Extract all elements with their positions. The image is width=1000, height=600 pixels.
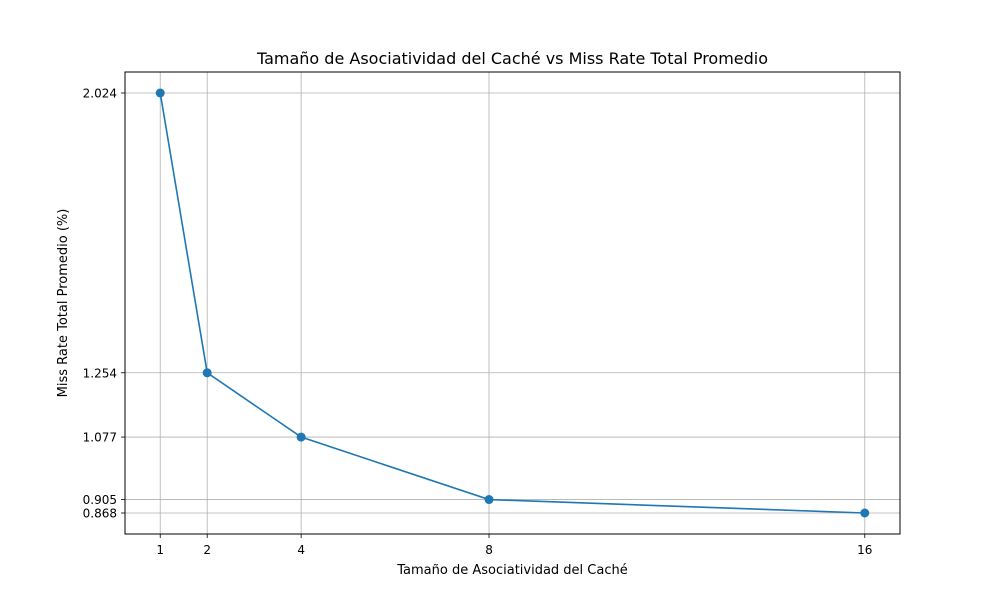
y-tick-label: 0.905 (83, 493, 117, 507)
x-tick-label: 16 (857, 543, 872, 557)
chart-title: Tamaño de Asociatividad del Caché vs Mis… (256, 49, 768, 68)
x-tick-label: 8 (485, 543, 493, 557)
data-point (860, 508, 870, 518)
data-point (155, 88, 165, 98)
x-tick-label: 2 (203, 543, 211, 557)
x-tick-label: 1 (156, 543, 164, 557)
x-tick-label: 4 (297, 543, 305, 557)
y-tick-label: 0.868 (83, 507, 117, 521)
plot-frame (124, 71, 901, 535)
grid-lines (125, 72, 900, 534)
x-axis-ticks: 1 2 4 8 16 (156, 534, 872, 557)
data-point (202, 368, 212, 378)
series-line (159, 92, 865, 514)
series-layer (155, 88, 870, 518)
x-axis-label: Tamaño de Asociatividad del Caché (396, 563, 627, 578)
y-axis-label: Miss Rate Total Promedio (%) (56, 209, 71, 398)
data-point (484, 495, 494, 505)
y-tick-label: 1.254 (83, 366, 117, 380)
y-tick-label: 1.077 (83, 431, 117, 445)
y-tick-label: 2.024 (83, 87, 117, 101)
data-point (296, 432, 306, 442)
